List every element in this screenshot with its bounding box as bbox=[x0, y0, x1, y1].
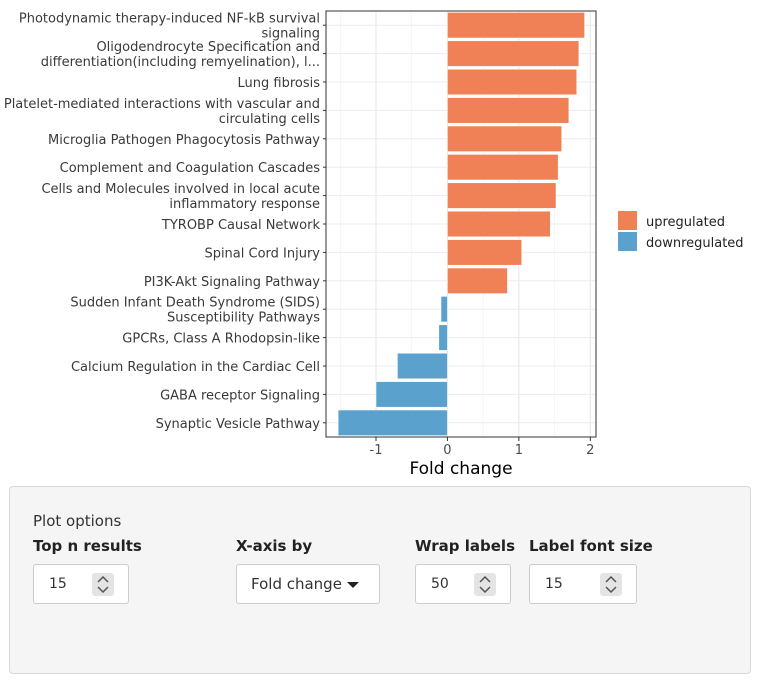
y-axis-labels: Photodynamic therapy-induced NF-kB survi… bbox=[4, 12, 321, 432]
x-axis-title: Fold change bbox=[409, 459, 512, 479]
fold-change-bar-chart: Photodynamic therapy-induced NF-kB survi… bbox=[4, 10, 744, 479]
x-axis-by-value: Fold change bbox=[251, 575, 342, 593]
plot-options-panel: Plot options Top n results 15 X-axis by … bbox=[9, 486, 751, 674]
top-n-input[interactable]: 15 bbox=[33, 564, 129, 604]
stepper-icon[interactable] bbox=[92, 573, 114, 596]
x-axis-by-label: X-axis by bbox=[236, 537, 313, 555]
y-tick-label: Oligodendrocyte Specification and bbox=[96, 40, 320, 55]
bar bbox=[447, 97, 570, 124]
legend-swatch bbox=[618, 211, 637, 230]
y-tick-label: GPCRs, Class A Rhodopsin-like bbox=[122, 332, 320, 347]
bar bbox=[447, 182, 557, 209]
x-tick-label: 0 bbox=[443, 443, 451, 458]
y-tick-label: differentiation(including remyelination)… bbox=[41, 55, 320, 70]
bar bbox=[447, 267, 508, 294]
wrap-labels-input[interactable]: 50 bbox=[415, 564, 511, 604]
y-tick-label: Complement and Coagulation Cascades bbox=[60, 161, 321, 176]
y-tick-label: Susceptibility Pathways bbox=[167, 311, 320, 326]
label-font-size-label: Label font size bbox=[529, 537, 653, 555]
x-tick-label: -1 bbox=[370, 443, 383, 458]
y-tick-label: inflammatory response bbox=[169, 197, 320, 212]
y-tick-label: signaling bbox=[261, 27, 320, 42]
bar bbox=[375, 381, 448, 408]
y-tick-label: Microglia Pathogen Phagocytosis Pathway bbox=[48, 133, 320, 148]
y-tick-label: Lung fibrosis bbox=[238, 76, 321, 91]
y-tick-label: Platelet-mediated interactions with vasc… bbox=[4, 97, 320, 112]
legend-label: downregulated bbox=[646, 236, 744, 251]
legend-swatch bbox=[618, 232, 637, 251]
bar bbox=[337, 409, 448, 436]
y-tick-label: TYROBP Causal Network bbox=[161, 218, 321, 233]
y-tick-label: Calcium Regulation in the Cardiac Cell bbox=[71, 360, 320, 375]
bar bbox=[447, 154, 559, 181]
bar bbox=[447, 239, 522, 266]
y-tick-label: Synaptic Vesicle Pathway bbox=[156, 417, 321, 432]
caret-down-icon bbox=[347, 582, 359, 588]
x-tick-label: 1 bbox=[515, 443, 523, 458]
bar bbox=[397, 352, 448, 380]
y-tick-label: Photodynamic therapy-induced NF-kB survi… bbox=[19, 12, 320, 27]
y-tick-label: Sudden Infant Death Syndrome (SIDS) bbox=[70, 296, 320, 311]
stepper-icon[interactable] bbox=[600, 573, 622, 596]
legend-label: upregulated bbox=[646, 215, 725, 230]
wrap-labels-label: Wrap labels bbox=[415, 537, 516, 555]
y-tick-label: Spinal Cord Injury bbox=[204, 246, 320, 261]
bar bbox=[447, 125, 562, 152]
bar bbox=[447, 40, 580, 67]
y-tick-label: GABA receptor Signaling bbox=[160, 388, 320, 403]
bars bbox=[337, 12, 585, 436]
legend: upregulated downregulated bbox=[618, 211, 744, 251]
top-n-label: Top n results bbox=[33, 537, 142, 555]
bar bbox=[447, 210, 551, 238]
wrap-labels-value: 50 bbox=[431, 576, 449, 592]
y-tick-label: circulating cells bbox=[219, 112, 320, 127]
stepper-icon[interactable] bbox=[474, 573, 496, 596]
plot-options-title: Plot options bbox=[33, 512, 122, 530]
bar bbox=[440, 296, 448, 323]
bar bbox=[447, 68, 577, 96]
x-axis-ticks: -1 0 1 2 bbox=[370, 437, 594, 458]
label-font-size-input[interactable]: 15 bbox=[529, 564, 637, 604]
y-tick-label: PI3K-Akt Signaling Pathway bbox=[144, 275, 320, 290]
bar bbox=[438, 324, 448, 351]
x-tick-label: 2 bbox=[586, 443, 594, 458]
y-tick-label: Cells and Molecules involved in local ac… bbox=[41, 182, 320, 197]
top-n-value: 15 bbox=[49, 576, 67, 592]
label-font-size-value: 15 bbox=[545, 576, 563, 592]
y-axis-ticks bbox=[323, 24, 326, 424]
bar bbox=[447, 12, 585, 39]
x-axis-by-select[interactable]: Fold change bbox=[236, 564, 380, 604]
